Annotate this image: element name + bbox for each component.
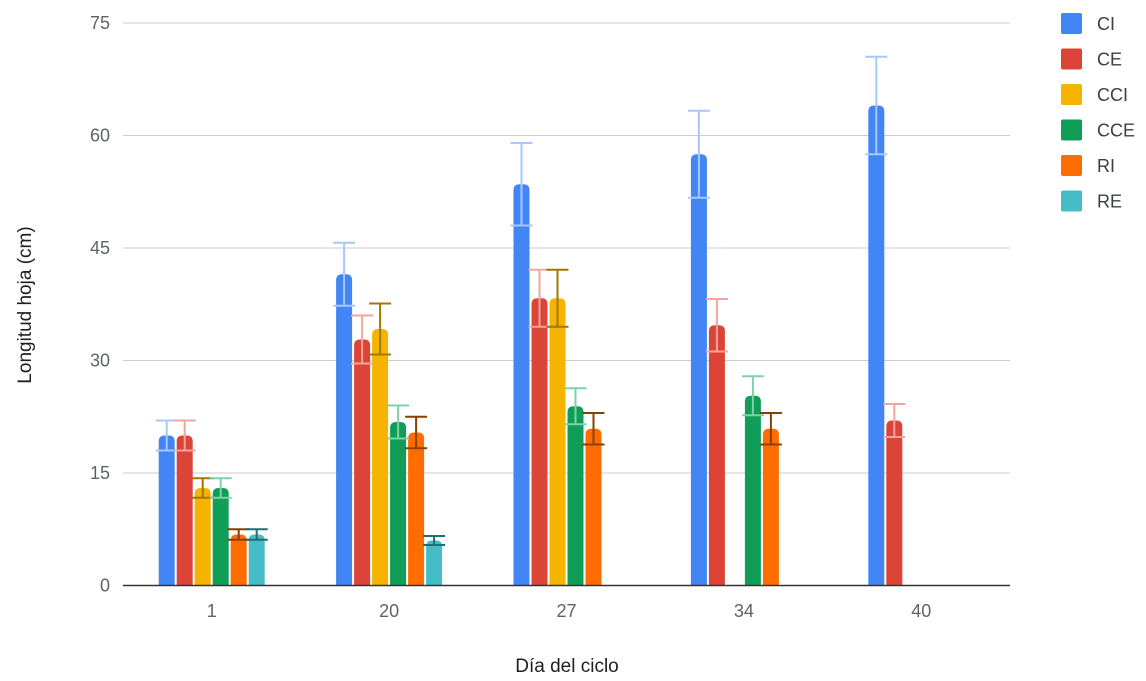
legend-swatch: [1061, 119, 1082, 141]
bar-ri-34: [762, 428, 779, 586]
bar-re-1: [248, 534, 265, 586]
bar-cce-1: [212, 488, 229, 586]
bar-cce-34: [744, 395, 761, 586]
legend-label: CI: [1097, 14, 1115, 34]
legend-label: RI: [1097, 156, 1115, 176]
legend-label: CCI: [1097, 85, 1128, 105]
error-bar-ri-20: [405, 415, 428, 450]
error-bar-cce-27: [564, 387, 587, 426]
y-tick-label: 30: [90, 351, 110, 371]
y-tick-label: 0: [100, 576, 110, 596]
x-tick-label: 27: [556, 601, 576, 621]
legend-item-re: RE: [1061, 190, 1122, 212]
legend-label: CE: [1097, 50, 1122, 70]
bar-ri-20: [408, 432, 425, 586]
legend: CI CE CCI CCE RI RE: [1061, 13, 1135, 212]
bar-re-20: [426, 540, 443, 586]
legend-swatch: [1061, 84, 1082, 105]
x-axis-title: Día del ciclo: [515, 656, 619, 677]
bars: [158, 105, 903, 586]
bar-ce-20: [354, 339, 371, 586]
error-bar-ci-27: [510, 142, 533, 227]
bar-cce-27: [567, 406, 584, 586]
error-bar-cci-27: [546, 268, 569, 328]
y-tick-label: 45: [90, 238, 110, 258]
error-bar-cce-34: [741, 375, 764, 417]
y-axis-title: Longitud hoja (cm): [15, 226, 36, 383]
gridlines: [123, 22, 1010, 474]
x-tick-label: 34: [734, 601, 754, 621]
legend-swatch: [1061, 190, 1082, 212]
bar-ri-27: [585, 428, 602, 586]
bar-ci-1: [158, 435, 175, 586]
error-bars: [155, 55, 906, 546]
legend-swatch: [1061, 13, 1082, 34]
y-tick-label: 75: [90, 13, 110, 33]
error-bar-ce-40: [883, 403, 906, 438]
legend-item-ri: RI: [1061, 155, 1115, 176]
legend-item-cci: CCI: [1061, 84, 1128, 105]
y-axis-ticks: 0 15 30 45 60 75: [90, 13, 110, 596]
legend-label: RE: [1097, 192, 1122, 212]
y-tick-label: 60: [90, 126, 110, 146]
error-bar-cce-1: [209, 477, 232, 499]
legend-swatch: [1061, 48, 1082, 70]
error-bar-ce-1: [173, 419, 196, 452]
legend-swatch: [1061, 155, 1082, 176]
x-axis-ticks: 1 20 27 34 40: [207, 601, 932, 621]
error-bar-ri-34: [759, 412, 782, 446]
bar-ce-27: [531, 298, 548, 586]
bar-cci-27: [549, 298, 566, 586]
error-bar-ce-20: [351, 314, 374, 365]
bar-cce-20: [390, 422, 407, 586]
bar-ce-40: [886, 420, 903, 586]
bar-ci-20: [336, 274, 353, 586]
error-bar-ri-27: [582, 412, 605, 446]
bar-ci-40: [868, 105, 885, 586]
error-bar-cci-20: [369, 302, 392, 356]
x-tick-label: 20: [379, 601, 399, 621]
bar-ci-34: [690, 154, 707, 586]
error-bar-re-1: [245, 528, 268, 541]
bar-ce-1: [176, 435, 193, 586]
error-bar-cce-20: [387, 404, 410, 440]
x-tick-label: 1: [207, 601, 217, 621]
error-bar-ce-34: [705, 298, 728, 353]
y-tick-label: 15: [90, 463, 110, 483]
error-bar-ci-20: [333, 241, 356, 307]
legend-item-ce: CE: [1061, 48, 1122, 70]
bar-cci-20: [372, 329, 389, 586]
legend-item-ci: CI: [1061, 13, 1115, 34]
bar-ce-34: [708, 325, 725, 586]
bar-cci-1: [194, 488, 211, 586]
legend-item-cce: CCE: [1061, 119, 1135, 141]
x-tick-label: 40: [911, 601, 931, 621]
error-bar-re-20: [423, 535, 446, 546]
error-bar-ci-34: [687, 109, 710, 199]
bar-ci-27: [513, 184, 530, 586]
error-bar-ci-40: [865, 55, 888, 156]
bar-ri-1: [230, 534, 247, 586]
legend-label: CCE: [1097, 121, 1135, 141]
